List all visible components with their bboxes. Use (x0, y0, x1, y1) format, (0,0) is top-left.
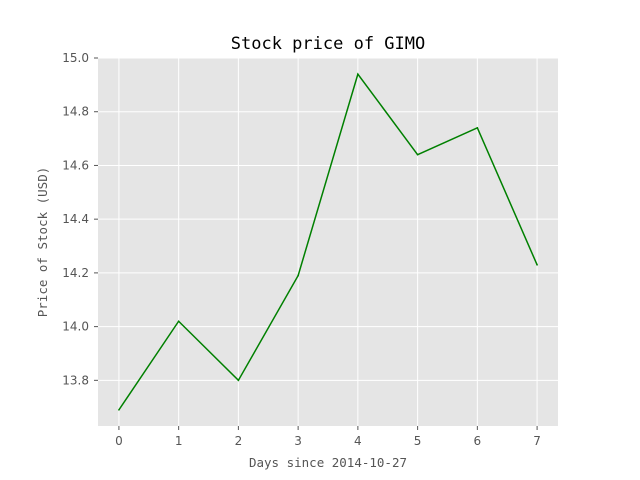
y-tick-label: 14.4 (62, 212, 89, 226)
y-tick-label: 14.2 (62, 266, 89, 280)
data-point (357, 73, 359, 75)
data-point (297, 274, 299, 277)
x-tick-label: 1 (175, 434, 183, 448)
data-point (177, 320, 180, 323)
series-group (118, 72, 538, 411)
x-axis: 0 1 2 3 4 5 6 7 (115, 426, 541, 448)
y-tick-label: 13.8 (62, 373, 89, 387)
plot-area (98, 58, 558, 426)
data-point (536, 264, 538, 266)
y-tick-label: 14.8 (62, 105, 89, 119)
x-tick-label: 4 (354, 434, 362, 448)
x-tick-label: 3 (294, 434, 302, 448)
x-tick-label: 7 (533, 434, 541, 448)
y-tick-label: 15.0 (62, 51, 89, 65)
y-axis-label: Price of Stock (USD) (35, 167, 50, 318)
x-tick-label: 2 (235, 434, 243, 448)
y-tick-label: 14.6 (62, 158, 89, 172)
x-axis-label: Days since 2014-10-27 (249, 455, 407, 470)
x-tick-label: 5 (414, 434, 422, 448)
y-tick-label: 14.0 (62, 320, 89, 334)
series-line (118, 72, 538, 411)
data-point (118, 409, 120, 411)
chart-title: Stock price of GIMO (231, 34, 425, 54)
data-point (476, 127, 479, 129)
data-point (237, 379, 240, 382)
data-point (416, 153, 419, 156)
grid-lines (98, 57, 558, 426)
y-axis: 13.8 14.0 14.2 14.4 14.6 14.8 15.0 (62, 51, 98, 387)
x-tick-label: 6 (474, 434, 482, 448)
x-tick-label: 0 (115, 434, 123, 448)
